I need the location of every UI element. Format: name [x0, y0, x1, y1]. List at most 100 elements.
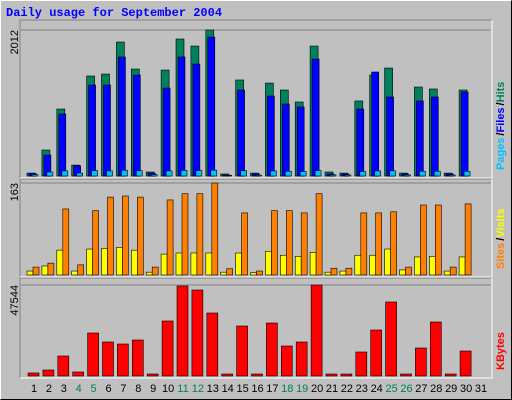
x-tick-label: 27: [415, 383, 427, 395]
bar: [191, 289, 204, 377]
x-tick-label: 8: [135, 383, 141, 395]
legend-separator: /: [495, 102, 507, 105]
bar: [150, 174, 158, 177]
bar: [86, 248, 93, 276]
bar: [42, 369, 55, 377]
bar: [226, 268, 233, 276]
bar: [419, 170, 426, 177]
y-max-label: 47544: [9, 285, 21, 316]
bar: [205, 252, 213, 276]
bar: [270, 170, 277, 177]
panel-frame-dark: [19, 19, 492, 178]
bar: [294, 256, 302, 276]
bar: [57, 355, 70, 377]
bar: [145, 271, 153, 276]
bar: [137, 196, 144, 276]
bar: [309, 252, 317, 276]
bar: [88, 84, 96, 177]
bar: [266, 322, 278, 377]
legend-separator: /: [495, 238, 507, 241]
bar: [165, 170, 173, 177]
bar: [280, 345, 293, 377]
bar: [271, 210, 278, 276]
bar: [161, 320, 174, 377]
x-tick-label: 6: [105, 383, 111, 395]
x-tick-label: 7: [120, 383, 126, 395]
bar: [281, 103, 290, 177]
bar: [241, 212, 248, 276]
x-tick-label: 18: [281, 383, 293, 395]
bar: [443, 270, 451, 276]
bar: [62, 208, 70, 276]
bar: [463, 170, 471, 177]
bar: [389, 170, 396, 177]
bar: [146, 373, 159, 377]
bar: [122, 195, 129, 276]
bar: [101, 248, 108, 276]
bar: [27, 372, 40, 377]
bar: [325, 373, 338, 377]
bar: [77, 264, 84, 276]
bar: [76, 172, 83, 177]
x-tick-label: 11: [177, 383, 188, 395]
x-tick-label: 21: [326, 383, 338, 395]
x-tick-label: 9: [150, 383, 156, 395]
bar: [71, 270, 78, 276]
x-tick-label: 20: [311, 383, 323, 395]
panel-frame-dark: [19, 178, 492, 277]
bar: [311, 58, 320, 177]
bar: [46, 171, 54, 177]
bar: [220, 271, 227, 276]
legend-entry: Files: [495, 107, 507, 132]
x-tick-label: 17: [266, 383, 278, 395]
bar: [31, 174, 39, 177]
bar: [339, 270, 347, 276]
bar: [180, 170, 188, 177]
panel-frame-light: [20, 179, 493, 278]
panel-frame-light: [20, 278, 493, 379]
chart-title: Daily usage for September 2004: [6, 6, 222, 20]
x-tick-label: 10: [162, 383, 174, 395]
x-tick-label: 28: [430, 383, 442, 395]
bar: [434, 204, 442, 276]
legend-entry: Hits: [495, 82, 507, 103]
bar: [359, 171, 367, 177]
bar: [370, 329, 383, 377]
bar: [255, 174, 262, 177]
bar: [300, 212, 308, 276]
bar: [314, 170, 322, 177]
bar: [315, 193, 323, 276]
legend: Pages/Files/Hits: [495, 82, 507, 170]
bar: [92, 210, 99, 276]
bar: [177, 56, 186, 177]
bar: [329, 174, 337, 177]
bar: [207, 36, 216, 177]
bar: [237, 89, 245, 177]
bar: [121, 169, 128, 177]
bar: [429, 321, 442, 377]
bar: [386, 96, 394, 177]
x-tick-label: 29: [445, 383, 457, 395]
bar: [345, 267, 353, 276]
bar: [190, 252, 198, 276]
bar: [448, 174, 456, 177]
x-tick-label: 14: [222, 383, 234, 395]
bar: [118, 56, 126, 177]
legend-entry: Sites: [495, 243, 507, 269]
bar: [416, 100, 424, 177]
bar: [414, 256, 421, 276]
bar: [195, 170, 203, 177]
y-max-label: 163: [9, 183, 21, 201]
x-tick-label: 30: [460, 383, 472, 395]
bar: [344, 174, 352, 177]
legend-entry: Pages: [495, 138, 507, 170]
bar: [103, 84, 111, 177]
bar: [324, 271, 332, 276]
bar: [56, 249, 64, 276]
bar: [251, 373, 263, 377]
bar: [415, 347, 427, 377]
x-tick-label: 5: [91, 383, 97, 395]
bar: [356, 108, 365, 177]
